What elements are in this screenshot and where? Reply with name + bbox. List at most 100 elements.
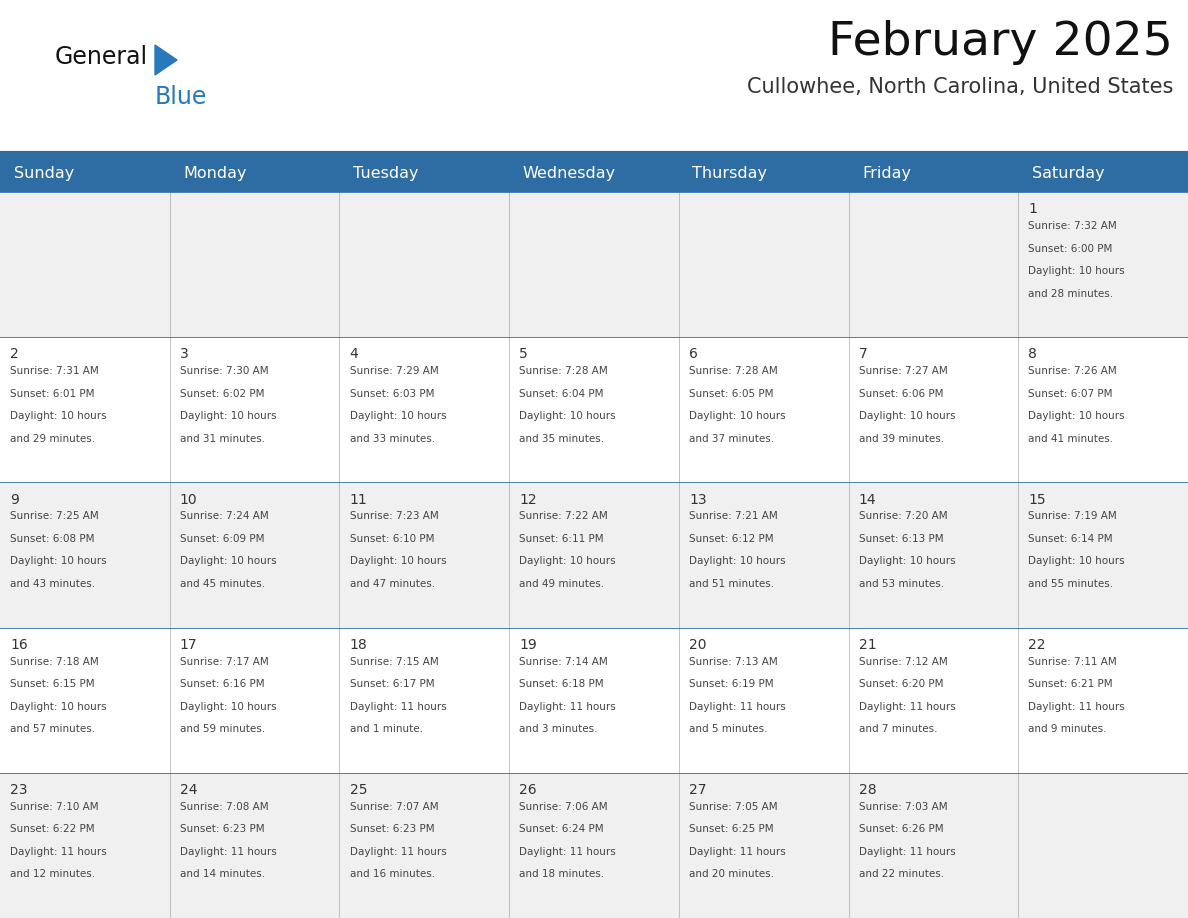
Text: Friday: Friday bbox=[862, 166, 911, 181]
Text: Sunset: 6:03 PM: Sunset: 6:03 PM bbox=[349, 388, 434, 398]
Text: Sunset: 6:26 PM: Sunset: 6:26 PM bbox=[859, 824, 943, 834]
Text: Sunset: 6:13 PM: Sunset: 6:13 PM bbox=[859, 534, 943, 544]
Text: Sunrise: 7:23 AM: Sunrise: 7:23 AM bbox=[349, 511, 438, 521]
Text: Sunrise: 7:26 AM: Sunrise: 7:26 AM bbox=[1029, 366, 1117, 376]
Text: and 7 minutes.: and 7 minutes. bbox=[859, 724, 937, 734]
Text: and 29 minutes.: and 29 minutes. bbox=[11, 434, 95, 443]
Text: Daylight: 11 hours: Daylight: 11 hours bbox=[859, 701, 955, 711]
Text: Sunset: 6:19 PM: Sunset: 6:19 PM bbox=[689, 679, 773, 689]
Text: 26: 26 bbox=[519, 783, 537, 797]
Text: 15: 15 bbox=[1029, 493, 1047, 507]
Text: 6: 6 bbox=[689, 347, 697, 362]
Text: Daylight: 10 hours: Daylight: 10 hours bbox=[519, 556, 615, 566]
Text: 18: 18 bbox=[349, 638, 367, 652]
Text: Sunrise: 7:30 AM: Sunrise: 7:30 AM bbox=[179, 366, 268, 376]
Text: Daylight: 11 hours: Daylight: 11 hours bbox=[349, 846, 447, 856]
Text: and 41 minutes.: and 41 minutes. bbox=[1029, 434, 1113, 443]
Text: Sunset: 6:11 PM: Sunset: 6:11 PM bbox=[519, 534, 604, 544]
Text: Tuesday: Tuesday bbox=[353, 166, 418, 181]
Text: Sunrise: 7:15 AM: Sunrise: 7:15 AM bbox=[349, 656, 438, 666]
Text: Sunrise: 7:08 AM: Sunrise: 7:08 AM bbox=[179, 801, 268, 812]
Text: 22: 22 bbox=[1029, 638, 1045, 652]
Text: and 18 minutes.: and 18 minutes. bbox=[519, 869, 605, 879]
Text: 5: 5 bbox=[519, 347, 529, 362]
Text: Daylight: 11 hours: Daylight: 11 hours bbox=[689, 701, 785, 711]
Text: Sunrise: 7:11 AM: Sunrise: 7:11 AM bbox=[1029, 656, 1117, 666]
Text: Daylight: 10 hours: Daylight: 10 hours bbox=[1029, 266, 1125, 276]
Text: 19: 19 bbox=[519, 638, 537, 652]
Text: and 12 minutes.: and 12 minutes. bbox=[11, 869, 95, 879]
Text: Saturday: Saturday bbox=[1032, 166, 1105, 181]
Text: Daylight: 11 hours: Daylight: 11 hours bbox=[1029, 701, 1125, 711]
Text: and 43 minutes.: and 43 minutes. bbox=[11, 579, 95, 589]
Text: Daylight: 10 hours: Daylight: 10 hours bbox=[689, 411, 785, 421]
Text: and 14 minutes.: and 14 minutes. bbox=[179, 869, 265, 879]
Text: General: General bbox=[55, 45, 148, 69]
Text: and 3 minutes.: and 3 minutes. bbox=[519, 724, 598, 734]
Text: Sunset: 6:23 PM: Sunset: 6:23 PM bbox=[349, 824, 435, 834]
Text: Daylight: 11 hours: Daylight: 11 hours bbox=[519, 846, 617, 856]
Text: Sunset: 6:21 PM: Sunset: 6:21 PM bbox=[1029, 679, 1113, 689]
Text: Sunset: 6:22 PM: Sunset: 6:22 PM bbox=[11, 824, 95, 834]
Text: Sunset: 6:08 PM: Sunset: 6:08 PM bbox=[11, 534, 95, 544]
Text: Sunrise: 7:31 AM: Sunrise: 7:31 AM bbox=[11, 366, 99, 376]
Text: Daylight: 10 hours: Daylight: 10 hours bbox=[1029, 556, 1125, 566]
Text: Cullowhee, North Carolina, United States: Cullowhee, North Carolina, United States bbox=[746, 77, 1173, 97]
Text: Daylight: 10 hours: Daylight: 10 hours bbox=[1029, 411, 1125, 421]
Text: Sunset: 6:16 PM: Sunset: 6:16 PM bbox=[179, 679, 265, 689]
Text: 23: 23 bbox=[11, 783, 27, 797]
Text: Sunrise: 7:06 AM: Sunrise: 7:06 AM bbox=[519, 801, 608, 812]
Text: Sunrise: 7:18 AM: Sunrise: 7:18 AM bbox=[11, 656, 99, 666]
Text: and 33 minutes.: and 33 minutes. bbox=[349, 434, 435, 443]
Text: Sunset: 6:14 PM: Sunset: 6:14 PM bbox=[1029, 534, 1113, 544]
Text: Sunset: 6:17 PM: Sunset: 6:17 PM bbox=[349, 679, 435, 689]
Text: 24: 24 bbox=[179, 783, 197, 797]
Text: 10: 10 bbox=[179, 493, 197, 507]
Text: Daylight: 11 hours: Daylight: 11 hours bbox=[689, 846, 785, 856]
Text: Sunrise: 7:24 AM: Sunrise: 7:24 AM bbox=[179, 511, 268, 521]
Text: 27: 27 bbox=[689, 783, 707, 797]
Text: Sunset: 6:01 PM: Sunset: 6:01 PM bbox=[11, 388, 95, 398]
Text: Sunset: 6:02 PM: Sunset: 6:02 PM bbox=[179, 388, 265, 398]
Text: Sunrise: 7:27 AM: Sunrise: 7:27 AM bbox=[859, 366, 948, 376]
Text: Daylight: 10 hours: Daylight: 10 hours bbox=[11, 411, 107, 421]
Text: 12: 12 bbox=[519, 493, 537, 507]
Text: Daylight: 10 hours: Daylight: 10 hours bbox=[11, 556, 107, 566]
Text: Daylight: 10 hours: Daylight: 10 hours bbox=[11, 701, 107, 711]
Text: 28: 28 bbox=[859, 783, 877, 797]
Text: Sunday: Sunday bbox=[13, 166, 74, 181]
Text: Sunrise: 7:13 AM: Sunrise: 7:13 AM bbox=[689, 656, 778, 666]
Text: 25: 25 bbox=[349, 783, 367, 797]
Text: 11: 11 bbox=[349, 493, 367, 507]
Text: 7: 7 bbox=[859, 347, 867, 362]
Text: and 49 minutes.: and 49 minutes. bbox=[519, 579, 605, 589]
Text: and 31 minutes.: and 31 minutes. bbox=[179, 434, 265, 443]
Text: Sunset: 6:09 PM: Sunset: 6:09 PM bbox=[179, 534, 265, 544]
Text: Daylight: 10 hours: Daylight: 10 hours bbox=[859, 556, 955, 566]
Text: Monday: Monday bbox=[183, 166, 247, 181]
Text: Sunrise: 7:12 AM: Sunrise: 7:12 AM bbox=[859, 656, 948, 666]
Text: Sunrise: 7:28 AM: Sunrise: 7:28 AM bbox=[689, 366, 778, 376]
Text: 21: 21 bbox=[859, 638, 877, 652]
Text: 8: 8 bbox=[1029, 347, 1037, 362]
Text: Sunset: 6:05 PM: Sunset: 6:05 PM bbox=[689, 388, 773, 398]
Text: 14: 14 bbox=[859, 493, 877, 507]
Text: Sunset: 6:20 PM: Sunset: 6:20 PM bbox=[859, 679, 943, 689]
Text: 9: 9 bbox=[11, 493, 19, 507]
Text: Sunrise: 7:32 AM: Sunrise: 7:32 AM bbox=[1029, 221, 1117, 231]
Text: Sunset: 6:07 PM: Sunset: 6:07 PM bbox=[1029, 388, 1113, 398]
Text: Sunset: 6:15 PM: Sunset: 6:15 PM bbox=[11, 679, 95, 689]
Text: Daylight: 10 hours: Daylight: 10 hours bbox=[519, 411, 615, 421]
Text: Sunrise: 7:07 AM: Sunrise: 7:07 AM bbox=[349, 801, 438, 812]
Text: and 53 minutes.: and 53 minutes. bbox=[859, 579, 944, 589]
Text: Daylight: 10 hours: Daylight: 10 hours bbox=[179, 701, 277, 711]
Text: and 39 minutes.: and 39 minutes. bbox=[859, 434, 944, 443]
Text: Sunset: 6:00 PM: Sunset: 6:00 PM bbox=[1029, 243, 1113, 253]
Text: and 28 minutes.: and 28 minutes. bbox=[1029, 288, 1113, 298]
Text: Sunset: 6:25 PM: Sunset: 6:25 PM bbox=[689, 824, 773, 834]
Text: 4: 4 bbox=[349, 347, 359, 362]
Text: Daylight: 10 hours: Daylight: 10 hours bbox=[349, 411, 447, 421]
Text: and 16 minutes.: and 16 minutes. bbox=[349, 869, 435, 879]
Text: 20: 20 bbox=[689, 638, 707, 652]
Text: 1: 1 bbox=[1029, 202, 1037, 216]
